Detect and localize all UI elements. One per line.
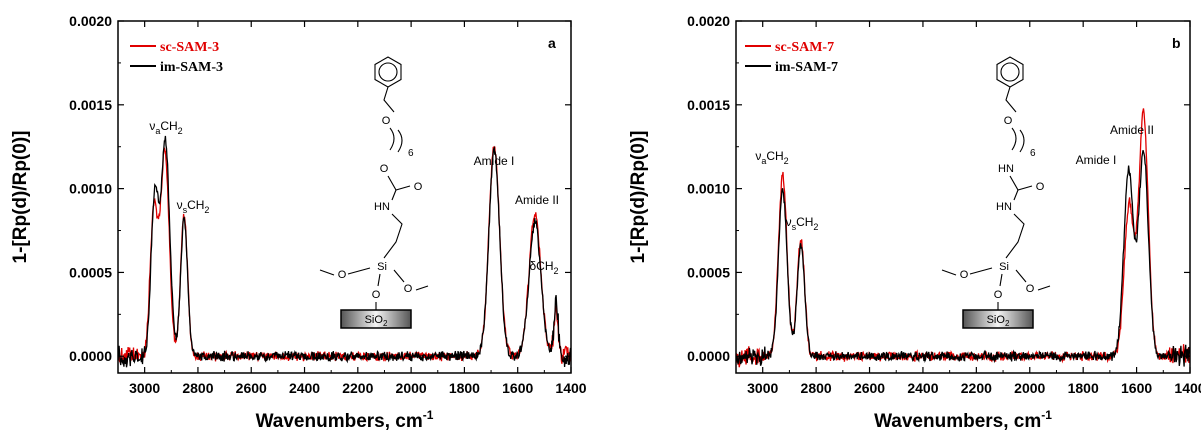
x-tick-label: 3000 xyxy=(129,380,160,396)
peak-annotation: δCH2 xyxy=(529,259,558,276)
x-tick-label: 2200 xyxy=(342,380,373,396)
atom: O xyxy=(372,289,381,301)
bond xyxy=(1037,285,1051,291)
benzene-inner xyxy=(378,62,398,82)
panel-label: a xyxy=(548,35,556,51)
x-tick-label: 2400 xyxy=(907,380,938,396)
repeat-bracket xyxy=(1011,127,1017,151)
x-tick-label: 2000 xyxy=(396,380,427,396)
x-tick-label: 1600 xyxy=(502,380,533,396)
y-tick-label: 0.0020 xyxy=(687,13,730,29)
peak-annotation: Amide I xyxy=(1076,153,1117,167)
panel-label: b xyxy=(1172,35,1181,51)
repeat-bracket xyxy=(397,129,403,153)
atom: Si xyxy=(999,261,1009,273)
x-tick-label: 2600 xyxy=(854,380,885,396)
y-tick-label: 0.0005 xyxy=(69,264,112,280)
y-tick-label: 0.0000 xyxy=(687,348,730,364)
x-tick-label: 1600 xyxy=(1121,380,1152,396)
bond xyxy=(319,269,335,276)
atom: O xyxy=(1036,181,1045,193)
legend-entry: im-SAM-3 xyxy=(160,60,223,75)
x-tick-label: 2400 xyxy=(289,380,320,396)
x-axis-label: Wavenumbers, cm-1 xyxy=(874,408,1052,432)
atom: O xyxy=(1026,283,1035,295)
x-tick-label: 3000 xyxy=(747,380,778,396)
atom: O xyxy=(994,289,1003,301)
peak-annotation: νsCH2 xyxy=(786,215,819,232)
benzene-inner xyxy=(1000,62,1020,82)
peak-annotation: νsCH2 xyxy=(177,198,210,215)
peak-annotation: Amide II xyxy=(515,193,559,207)
bond xyxy=(387,175,411,191)
molecule-structure: O 6 HN O HN Si O O O SiO2 xyxy=(941,56,1051,329)
atom: O xyxy=(414,181,423,193)
y-tick-label: 0.0015 xyxy=(687,97,730,113)
x-axis-label: Wavenumbers, cm-1 xyxy=(256,408,434,432)
bond xyxy=(969,267,1027,287)
chart-panel-a: 3000 2800 2600 2400 2200 2000 1800 1600 1400 0.00… xyxy=(10,13,587,432)
substrate-label: SiO2 xyxy=(987,314,1010,328)
y-tick-label: 0.0000 xyxy=(69,348,112,364)
series-line-sc-sam-3 xyxy=(118,146,571,364)
y-tick-label: 0.0015 xyxy=(69,97,112,113)
y-tick-label: 0.0005 xyxy=(687,264,730,280)
y-tick-label: 0.0010 xyxy=(687,181,730,197)
bond xyxy=(383,86,395,113)
substrate-block xyxy=(340,309,412,329)
bond xyxy=(415,285,429,291)
peak-annotation: νaCH2 xyxy=(755,149,788,166)
atom: HN xyxy=(998,163,1014,175)
series-line-im-sam-7 xyxy=(736,150,1190,367)
atom: O xyxy=(404,283,413,295)
x-tick-label: 2800 xyxy=(182,380,213,396)
peak-annotation: Amide II xyxy=(1110,123,1154,137)
substrate-label: SiO2 xyxy=(365,314,388,328)
x-tick-label: 1800 xyxy=(1068,380,1099,396)
chart-panel-b: 3000 2800 2600 2400 2200 2000 1800 1600 1400 0.00… xyxy=(628,13,1201,432)
y-tick-label: 0.0020 xyxy=(69,13,112,29)
repeat-bracket xyxy=(1019,129,1025,153)
atom: Si xyxy=(377,261,387,273)
substrate-block xyxy=(962,309,1034,329)
legend-entry: im-SAM-7 xyxy=(775,60,838,75)
y-axis-label: 1-[Rp(d)/Rp(0)] xyxy=(628,131,649,264)
plot-frame xyxy=(735,20,1191,374)
legend-entry: sc-SAM-3 xyxy=(160,40,219,55)
atom: O xyxy=(338,269,347,281)
molecule-structure: O 6 O O HN Si O O O SiO2 xyxy=(319,56,429,329)
x-tick-label: 1800 xyxy=(449,380,480,396)
peak-annotation: νaCH2 xyxy=(149,119,182,136)
series-line-im-sam-3 xyxy=(118,135,571,368)
peak-annotation: Amide I xyxy=(474,154,515,168)
bond xyxy=(1009,175,1033,191)
atom: O xyxy=(380,163,389,175)
x-tick-label: 2200 xyxy=(961,380,992,396)
x-tick-label: 2800 xyxy=(801,380,832,396)
atom: HN xyxy=(374,201,390,213)
repeat-count: 6 xyxy=(1030,148,1036,159)
repeat-count: 6 xyxy=(408,148,414,159)
atom: O xyxy=(960,269,969,281)
plot-frame xyxy=(117,20,572,374)
atom: O xyxy=(1004,115,1013,127)
bond xyxy=(1005,189,1025,259)
x-tick-label: 1400 xyxy=(555,380,586,396)
atom: O xyxy=(382,115,391,127)
x-tick-label: 2600 xyxy=(236,380,267,396)
atom: HN xyxy=(996,201,1012,213)
bond xyxy=(383,189,403,259)
y-tick-label: 0.0010 xyxy=(69,181,112,197)
legend-entry: sc-SAM-7 xyxy=(775,40,834,55)
y-axis-label: 1-[Rp(d)/Rp(0)] xyxy=(10,131,31,264)
bond xyxy=(347,267,405,287)
bond xyxy=(941,269,957,276)
x-tick-label: 2000 xyxy=(1014,380,1045,396)
x-tick-label: 1400 xyxy=(1174,380,1201,396)
repeat-bracket xyxy=(389,127,395,151)
bond xyxy=(1005,86,1017,113)
